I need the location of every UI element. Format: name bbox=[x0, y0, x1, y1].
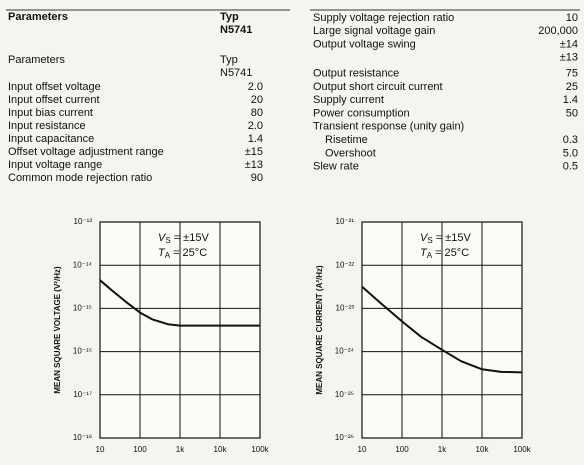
annotation-symbol: V bbox=[420, 232, 429, 244]
parameter: Output short circuit current bbox=[313, 81, 443, 93]
y-axis-label: MEAN SQUARE CURRENT (A²/Hz) bbox=[315, 265, 324, 395]
header-parameter: Parameters bbox=[8, 11, 68, 23]
y-tick-label: 10⁻²² bbox=[336, 260, 355, 269]
annotation-symbol: V bbox=[158, 232, 167, 244]
y-tick-label: 10⁻²⁵ bbox=[335, 390, 354, 399]
header-typ: Typ bbox=[220, 11, 239, 23]
y-tick-label: 10⁻¹⁴ bbox=[73, 260, 93, 269]
parameter: Supply voltage rejection ratio bbox=[313, 12, 454, 24]
annotation: TA = 25°C bbox=[158, 247, 207, 260]
header-typ: Typ bbox=[220, 54, 238, 66]
annotation-subscript: A bbox=[165, 251, 171, 260]
typ-value: 2.0 bbox=[248, 120, 263, 132]
typ-value: 0.3 bbox=[563, 134, 578, 146]
header-parameter: Parameters bbox=[8, 54, 65, 66]
header-device: N5741 bbox=[220, 24, 252, 36]
typ-value: 80 bbox=[251, 107, 263, 119]
parameter: Input bias current bbox=[8, 107, 93, 119]
typ-value: 10 bbox=[566, 12, 578, 24]
typ-value: ±13 bbox=[245, 159, 263, 171]
annotation-text: = ±15V bbox=[174, 232, 210, 244]
y-tick-label: 10⁻²⁴ bbox=[335, 347, 355, 356]
annotation: TA = 25°C bbox=[420, 247, 469, 260]
parameter: Large signal voltage gain bbox=[313, 25, 435, 37]
x-tick-label: 10k bbox=[476, 445, 490, 454]
parameter: Input voltage range bbox=[8, 159, 102, 171]
x-tick-label: 1k bbox=[176, 445, 185, 454]
noise-curve bbox=[99, 279, 260, 327]
typ-value: 0.5 bbox=[563, 161, 578, 173]
parameter: Input offset current bbox=[8, 94, 100, 106]
annotation-text: = ±15V bbox=[436, 232, 472, 244]
y-tick-label: 10⁻¹⁷ bbox=[73, 390, 92, 399]
typ-value: 50 bbox=[566, 107, 578, 119]
typ-value: ±15 bbox=[245, 146, 263, 158]
x-tick-label: 10k bbox=[214, 445, 228, 454]
typ-value: ±13 bbox=[560, 52, 578, 64]
parameter: Transient response (unity gain) bbox=[313, 121, 464, 133]
annotation-subscript: S bbox=[427, 236, 432, 245]
x-tick-label: 10 bbox=[96, 445, 105, 454]
annotation-subscript: S bbox=[165, 236, 170, 245]
annotation-text: = 25°C bbox=[173, 247, 207, 259]
parameter: Overshoot bbox=[325, 147, 376, 159]
x-tick-label: 100 bbox=[133, 445, 147, 454]
y-tick-label: 10⁻¹⁸ bbox=[73, 433, 92, 442]
parameter: Common mode rejection ratio bbox=[8, 172, 152, 184]
annotation: VS = ±15V bbox=[420, 232, 471, 245]
x-tick-label: 100k bbox=[251, 445, 269, 454]
y-tick-label: 10⁻¹⁶ bbox=[73, 347, 92, 356]
parameter: Supply current bbox=[313, 94, 384, 106]
y-tick-label: 10⁻²¹ bbox=[336, 217, 355, 226]
x-tick-label: 100 bbox=[395, 445, 409, 454]
annotation-symbol: T bbox=[158, 247, 166, 259]
typ-value: 1.4 bbox=[563, 94, 578, 106]
noise-curve bbox=[361, 285, 523, 374]
parameter: Output voltage swing bbox=[313, 39, 416, 51]
header-device: N5741 bbox=[220, 67, 252, 79]
typ-value: 1.4 bbox=[248, 133, 263, 145]
y-tick-label: 10⁻¹³ bbox=[74, 217, 93, 226]
annotation-subscript: A bbox=[427, 251, 433, 260]
typ-value: 5.0 bbox=[563, 147, 578, 159]
y-tick-label: 10⁻²³ bbox=[336, 304, 355, 313]
annotation-text: = 25°C bbox=[435, 247, 469, 259]
x-tick-label: 1k bbox=[438, 445, 447, 454]
parameter: Offset voltage adjustment range bbox=[8, 146, 164, 158]
typ-value: 200,000 bbox=[538, 25, 578, 37]
typ-value: 25 bbox=[566, 81, 578, 93]
parameter: Input capacitance bbox=[8, 133, 94, 145]
y-axis-label: MEAN SQUARE VOLTAGE (V²/Hz) bbox=[53, 266, 62, 394]
typ-value: 75 bbox=[566, 68, 578, 80]
annotation-symbol: T bbox=[420, 247, 428, 259]
parameter: Risetime bbox=[325, 134, 368, 146]
typ-value: ±14 bbox=[560, 39, 578, 51]
annotation: VS = ±15V bbox=[158, 232, 209, 245]
typ-value: 20 bbox=[251, 94, 263, 106]
y-tick-label: 10⁻¹⁵ bbox=[73, 304, 92, 313]
parameter: Slew rate bbox=[313, 161, 359, 173]
x-tick-label: 100k bbox=[513, 445, 531, 454]
parameter: Input offset voltage bbox=[8, 81, 101, 93]
x-tick-label: 10 bbox=[358, 445, 367, 454]
parameter: Input resistance bbox=[8, 120, 86, 132]
parameter: Output resistance bbox=[313, 68, 399, 80]
typ-value: 2.0 bbox=[248, 81, 263, 93]
typ-value: 90 bbox=[251, 172, 263, 184]
parameter: Power consumption bbox=[313, 107, 410, 119]
y-tick-label: 10⁻²⁶ bbox=[335, 433, 354, 442]
